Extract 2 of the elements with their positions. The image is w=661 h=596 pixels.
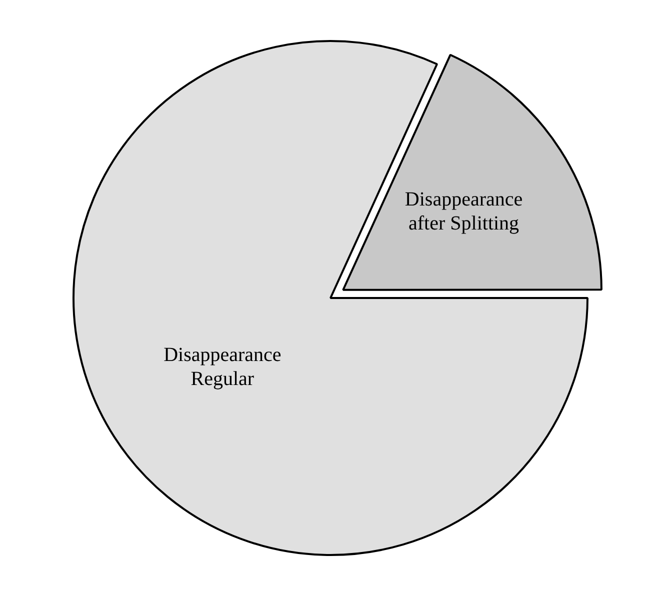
slice-label: Disappearance after Splitting	[404, 188, 523, 234]
slice-label: Disappearance Regular	[164, 344, 282, 390]
